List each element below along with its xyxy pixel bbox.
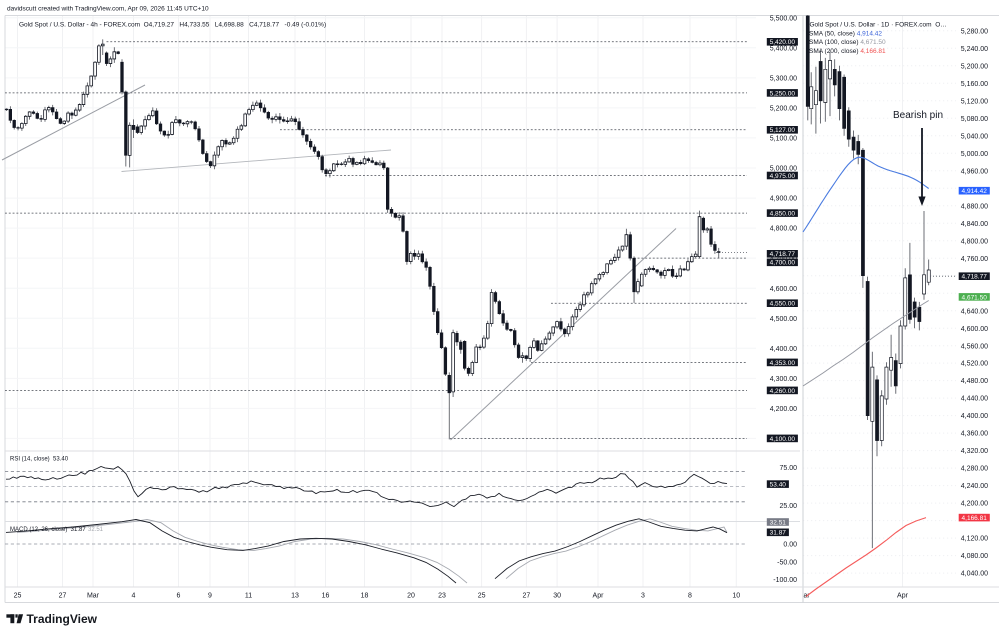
svg-text:SMA (100, close) 4,671.50: SMA (100, close) 4,671.50 <box>809 39 886 46</box>
svg-text:32.51: 32.51 <box>88 527 104 533</box>
svg-text:Gold Spot / U.S. Dollar · 1D ·: Gold Spot / U.S. Dollar · 1D · FOREX.com… <box>810 22 947 29</box>
svg-text:4,975.00: 4,975.00 <box>770 173 796 180</box>
svg-text:27: 27 <box>59 593 67 600</box>
svg-text:SMA (50, close) 4,914.42: SMA (50, close) 4,914.42 <box>809 30 882 37</box>
svg-text:5,200.00: 5,200.00 <box>961 63 988 70</box>
svg-text:4,100.00: 4,100.00 <box>770 436 796 443</box>
svg-text:4,600.00: 4,600.00 <box>961 326 988 333</box>
svg-text:-50.00: -50.00 <box>777 559 797 566</box>
svg-text:4,600.00: 4,600.00 <box>770 286 797 293</box>
svg-text:4,840.00: 4,840.00 <box>961 221 988 228</box>
svg-text:4,500.00: 4,500.00 <box>770 316 797 323</box>
svg-text:davidscutt created with Tradin: davidscutt created with TradingView.com,… <box>7 6 209 13</box>
svg-text:4,260.00: 4,260.00 <box>770 388 796 395</box>
svg-text:4,240.00: 4,240.00 <box>961 483 988 490</box>
svg-text:4: 4 <box>132 593 136 600</box>
svg-text:4,280.00: 4,280.00 <box>961 466 988 473</box>
svg-text:25.00: 25.00 <box>779 503 797 510</box>
svg-text:4,166.81: 4,166.81 <box>962 515 988 522</box>
svg-text:4,900.00: 4,900.00 <box>770 196 797 203</box>
svg-text:4,640.00: 4,640.00 <box>961 308 988 315</box>
svg-text:4,200.00: 4,200.00 <box>961 501 988 508</box>
svg-text:13: 13 <box>291 593 299 600</box>
svg-text:5,000.00: 5,000.00 <box>770 166 797 173</box>
svg-text:4,718.77: 4,718.77 <box>770 251 796 258</box>
svg-text:32.51: 32.51 <box>770 519 787 526</box>
svg-text:8: 8 <box>688 593 692 600</box>
svg-text:5,280.00: 5,280.00 <box>961 28 988 35</box>
svg-text:11: 11 <box>245 593 252 600</box>
svg-text:4,353.00: 4,353.00 <box>770 360 796 367</box>
svg-text:Apr: Apr <box>593 593 605 600</box>
svg-text:4,671.50: 4,671.50 <box>962 294 988 301</box>
svg-text:MACD (12, 26, close) 31.87: MACD (12, 26, close) 31.87 <box>10 527 86 533</box>
svg-text:5,250.00: 5,250.00 <box>770 90 796 97</box>
svg-text:4,700.00: 4,700.00 <box>770 260 796 267</box>
svg-text:-100.00: -100.00 <box>773 577 797 584</box>
svg-text:4,960.00: 4,960.00 <box>961 168 988 175</box>
svg-text:4,914.42: 4,914.42 <box>962 188 988 195</box>
svg-text:Apr: Apr <box>897 593 909 600</box>
svg-text:5,040.00: 5,040.00 <box>961 133 988 140</box>
svg-text:5,240.00: 5,240.00 <box>961 46 988 53</box>
svg-text:4,400.00: 4,400.00 <box>961 413 988 420</box>
svg-text:5,000.00: 5,000.00 <box>961 151 988 158</box>
svg-text:4,440.00: 4,440.00 <box>961 396 988 403</box>
svg-text:Bearish pin: Bearish pin <box>893 110 943 121</box>
svg-text:0.00: 0.00 <box>783 542 797 549</box>
svg-text:5,160.00: 5,160.00 <box>961 81 988 88</box>
svg-text:4,520.00: 4,520.00 <box>961 361 988 368</box>
svg-text:4,480.00: 4,480.00 <box>961 378 988 385</box>
svg-text:25: 25 <box>478 593 486 600</box>
svg-text:4,080.00: 4,080.00 <box>961 553 988 560</box>
svg-text:3: 3 <box>641 593 645 600</box>
svg-text:75.00: 75.00 <box>779 465 797 472</box>
svg-text:31.87: 31.87 <box>770 530 787 537</box>
svg-text:30: 30 <box>553 593 561 600</box>
svg-text:18: 18 <box>361 593 369 600</box>
svg-text:Mar: Mar <box>87 593 100 600</box>
svg-text:5,120.00: 5,120.00 <box>961 98 988 105</box>
svg-text:4,800.00: 4,800.00 <box>961 238 988 245</box>
svg-text:5,080.00: 5,080.00 <box>961 116 988 123</box>
svg-text:4,880.00: 4,880.00 <box>961 203 988 210</box>
svg-text:4,120.00: 4,120.00 <box>961 536 988 543</box>
svg-text:4,550.00: 4,550.00 <box>770 301 796 308</box>
svg-text:5,300.00: 5,300.00 <box>770 76 797 83</box>
svg-text:4,560.00: 4,560.00 <box>961 343 988 350</box>
svg-text:TradingView: TradingView <box>27 612 98 626</box>
svg-text:23: 23 <box>438 593 446 600</box>
svg-text:10: 10 <box>732 593 740 600</box>
svg-text:4,850.00: 4,850.00 <box>770 211 796 218</box>
svg-text:4,400.00: 4,400.00 <box>770 346 797 353</box>
svg-text:27: 27 <box>523 593 531 600</box>
svg-text:20: 20 <box>407 593 415 600</box>
svg-text:5,400.00: 5,400.00 <box>770 45 797 52</box>
svg-text:4,760.00: 4,760.00 <box>961 256 988 263</box>
svg-text:4,040.00: 4,040.00 <box>961 571 988 578</box>
svg-text:4,360.00: 4,360.00 <box>961 431 988 438</box>
svg-text:5,500.00: 5,500.00 <box>770 15 797 22</box>
svg-text:53.40: 53.40 <box>770 482 787 489</box>
svg-text:5,420.00: 5,420.00 <box>770 39 796 46</box>
svg-text:16: 16 <box>322 593 330 600</box>
svg-text:25: 25 <box>14 593 22 600</box>
svg-text:SMA (200, close) 4,166.81: SMA (200, close) 4,166.81 <box>809 48 886 55</box>
svg-text:Gold Spot / U.S. Dollar - 4h -: Gold Spot / U.S. Dollar - 4h - FOREX.com… <box>19 22 326 29</box>
svg-text:RSI (14, close) 53.40: RSI (14, close) 53.40 <box>10 457 69 463</box>
svg-text:4,718.77: 4,718.77 <box>962 274 988 281</box>
svg-text:5,100.00: 5,100.00 <box>770 136 797 143</box>
svg-text:4,200.00: 4,200.00 <box>770 406 797 413</box>
svg-text:4,300.00: 4,300.00 <box>770 376 797 383</box>
svg-text:5,127.00: 5,127.00 <box>770 127 796 134</box>
svg-text:9: 9 <box>208 593 212 600</box>
svg-text:5,200.00: 5,200.00 <box>770 106 797 113</box>
svg-text:6: 6 <box>177 593 181 600</box>
svg-text:4,800.00: 4,800.00 <box>770 226 797 233</box>
svg-text:4,320.00: 4,320.00 <box>961 448 988 455</box>
